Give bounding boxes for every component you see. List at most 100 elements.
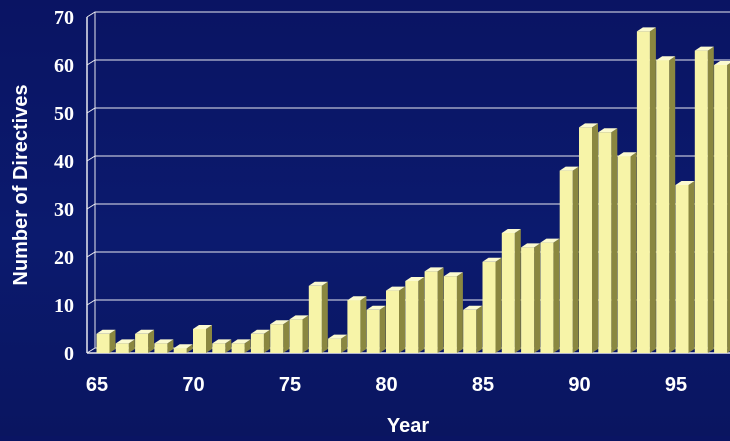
bar-front <box>212 343 225 353</box>
bar-side <box>534 243 540 353</box>
bar-front <box>367 310 380 353</box>
bar-side <box>496 258 502 353</box>
bar-side <box>650 27 656 353</box>
bar-front <box>560 171 573 353</box>
bar-front <box>193 329 206 353</box>
gridline-50 <box>87 108 730 113</box>
bars <box>97 27 730 353</box>
bar-front <box>444 276 457 353</box>
gridline-60 <box>87 60 730 65</box>
bar-82 <box>425 267 444 353</box>
bar-side <box>148 330 154 353</box>
bar-side <box>303 315 309 353</box>
bar-side <box>669 56 675 353</box>
bar-73 <box>251 330 270 353</box>
bar-front <box>309 286 322 353</box>
y-tick-label: 60 <box>54 55 74 77</box>
bar-side <box>360 296 366 353</box>
bar-front <box>116 343 129 353</box>
bar-front <box>637 31 650 353</box>
bar-69 <box>174 344 193 353</box>
bar-front <box>695 51 708 353</box>
bar-front <box>347 300 360 353</box>
bar-side <box>631 152 637 353</box>
bar-side <box>611 128 617 353</box>
y-tick-label: 70 <box>54 7 74 29</box>
bar-92 <box>618 152 637 353</box>
bar-85 <box>483 258 502 353</box>
bar-side <box>438 267 444 353</box>
bar-front <box>405 281 418 353</box>
bar-front <box>290 319 303 353</box>
bar-83 <box>444 272 463 353</box>
y-axis-title: Number of Directives <box>10 84 32 285</box>
x-tick-label: 90 <box>568 374 590 396</box>
bar-70 <box>193 325 212 353</box>
bar-89 <box>560 167 579 353</box>
bar-front <box>579 127 592 353</box>
bar-65 <box>97 330 116 353</box>
bar-side <box>110 330 116 353</box>
bar-side <box>264 330 270 353</box>
bar-90 <box>579 123 598 353</box>
bar-67 <box>135 330 154 353</box>
x-tick-label: 80 <box>375 374 397 396</box>
bar-77 <box>328 335 347 353</box>
bar-80 <box>386 287 405 353</box>
bar-front <box>154 343 167 353</box>
bar-front <box>598 132 611 353</box>
bar-side <box>553 239 559 353</box>
bar-front <box>174 348 187 353</box>
bar-front <box>135 334 148 353</box>
bar-side <box>708 47 714 353</box>
bar-side <box>399 287 405 353</box>
y-tick-label: 20 <box>54 247 74 269</box>
bar-side <box>380 306 386 353</box>
bar-front <box>270 324 283 353</box>
bar-71 <box>212 339 231 353</box>
bar-front <box>502 233 515 353</box>
bar-front <box>483 262 496 353</box>
y-tick-label: 10 <box>54 295 74 317</box>
x-tick-label: 85 <box>472 374 494 396</box>
bar-78 <box>347 296 366 353</box>
bar-81 <box>405 277 424 353</box>
bar-side <box>573 167 579 353</box>
bar-74 <box>270 320 289 353</box>
bar-front <box>97 334 110 353</box>
bar-93 <box>637 27 656 353</box>
bar-front <box>328 339 341 353</box>
x-tick-label: 65 <box>86 374 108 396</box>
bar-87 <box>521 243 540 353</box>
bar-side <box>515 229 521 353</box>
bar-front <box>232 343 245 353</box>
bar-front <box>618 156 631 353</box>
bar-front <box>251 334 264 353</box>
bar-front <box>676 185 689 353</box>
bar-79 <box>367 306 386 353</box>
bar-side <box>206 325 212 353</box>
y-tick-label: 50 <box>54 103 74 125</box>
bar-96 <box>695 47 714 353</box>
bar-side <box>418 277 424 353</box>
y-tick-label: 40 <box>54 151 74 173</box>
bar-88 <box>540 239 559 353</box>
bar-front <box>425 271 438 353</box>
bar-97 <box>714 61 730 353</box>
bar-front <box>540 243 553 353</box>
bar-68 <box>154 339 173 353</box>
bar-84 <box>463 306 482 353</box>
bar-side <box>592 123 598 353</box>
bar-95 <box>676 181 695 353</box>
bar-72 <box>232 339 251 353</box>
y-tick-label: 30 <box>54 199 74 221</box>
bar-side <box>283 320 289 353</box>
y-tick-label: 0 <box>64 343 74 365</box>
x-tick-label: 95 <box>665 374 687 396</box>
bar-side <box>689 181 695 353</box>
y-tick-labels: 0 10 20 30 40 50 60 70 <box>54 7 74 365</box>
bar-66 <box>116 339 135 353</box>
bar-94 <box>656 56 675 353</box>
